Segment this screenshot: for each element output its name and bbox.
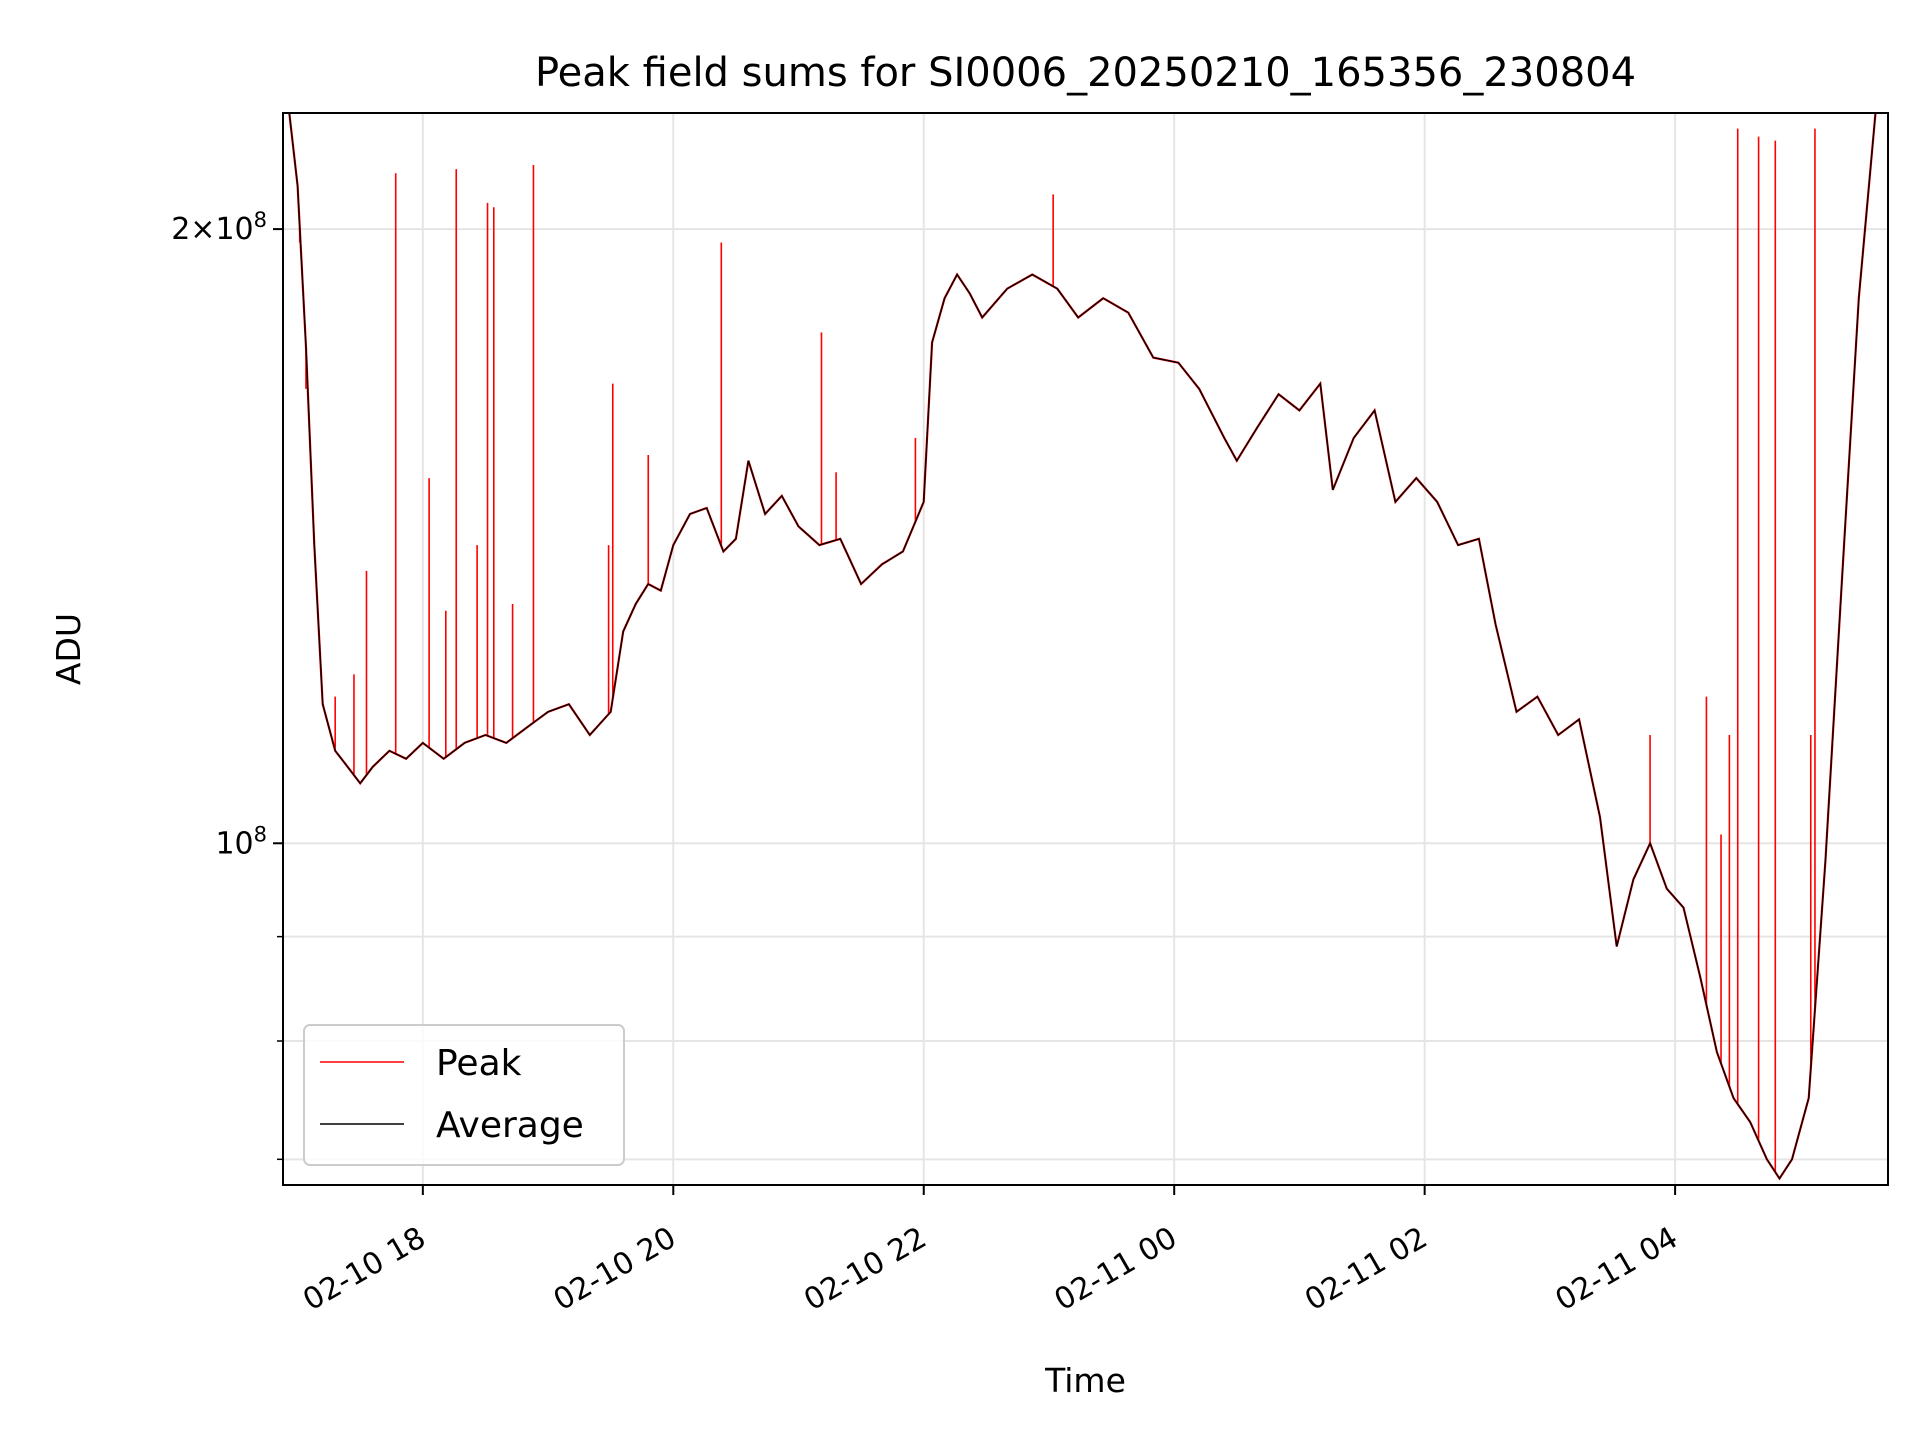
x-axis-label: Time xyxy=(1044,1361,1126,1400)
chart-title: Peak field sums for SI0006_20250210_1653… xyxy=(535,50,1636,96)
y-tick-label: 108 xyxy=(215,822,267,861)
legend-label-peak: Peak xyxy=(436,1043,522,1084)
plot-frame xyxy=(282,112,1889,1186)
series-layer xyxy=(288,113,1877,1181)
legend: Peak Average xyxy=(303,1024,625,1166)
legend-box xyxy=(303,1024,625,1166)
series-average-line xyxy=(288,113,1877,1180)
legend-label-average: Average xyxy=(436,1105,584,1146)
y-axis-label: ADU xyxy=(49,613,88,685)
y-tick-label: 2×108 xyxy=(171,208,267,247)
